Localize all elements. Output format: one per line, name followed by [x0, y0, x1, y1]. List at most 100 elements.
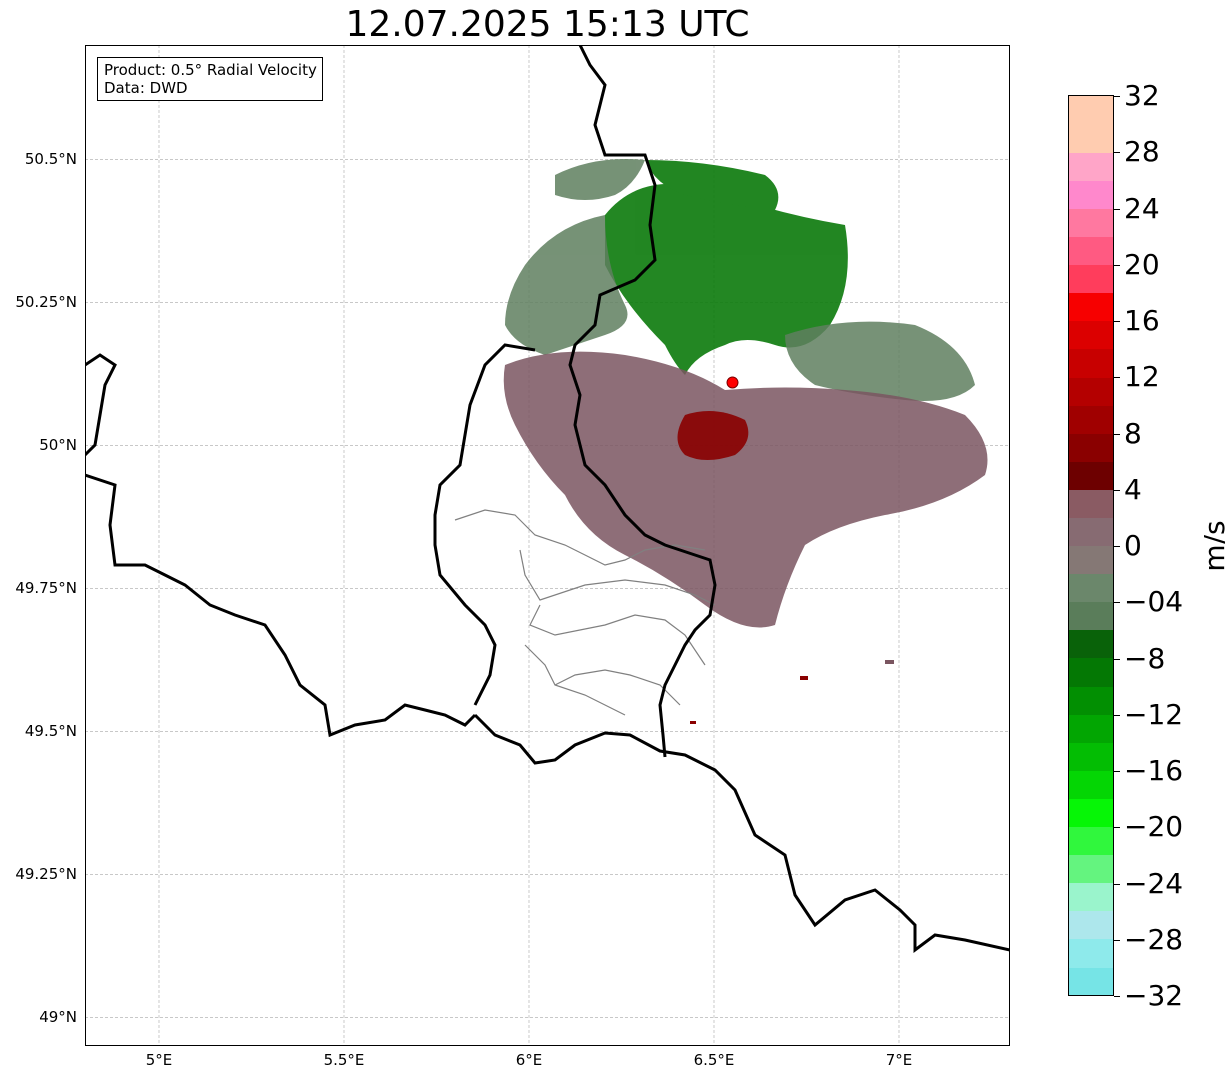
- info-box: Product: 0.5° Radial Velocity Data: DWD: [97, 57, 323, 101]
- colorbar-tick-label: −04: [1124, 585, 1184, 619]
- colorbar-tick-label: −24: [1124, 866, 1184, 900]
- colorbar-tick-mark: [1114, 658, 1120, 660]
- lat-tick-label: 49.75°N: [15, 579, 77, 598]
- lon-tick-label: 7°E: [885, 1051, 913, 1069]
- colorbar-segment: [1069, 264, 1113, 294]
- country-border-west: [85, 473, 477, 738]
- colorbar-segment: [1069, 208, 1113, 238]
- radar-map-canvas: [85, 45, 1010, 1046]
- colorbar-tick-label: 8: [1124, 416, 1142, 450]
- boundaries: [85, 45, 1010, 953]
- echo-speckles: [690, 660, 894, 724]
- colorbar-segment: [1069, 910, 1113, 940]
- echo-inbound-core: [605, 160, 848, 375]
- echo-outbound-core: [677, 411, 749, 460]
- colorbar-tick-mark: [1114, 264, 1120, 266]
- colorbar-tick-mark: [1114, 714, 1120, 716]
- colorbar-tick-mark: [1114, 208, 1120, 210]
- colorbar-tick-label: 28: [1124, 135, 1160, 169]
- colorbar-tick-label: −32: [1124, 979, 1184, 1012]
- colorbar-tick-mark: [1114, 996, 1120, 997]
- colorbar-segment: [1069, 405, 1113, 434]
- country-border-luxembourg: [433, 343, 536, 706]
- colorbar-tick-mark: [1114, 546, 1120, 547]
- radar-site-marker: [726, 376, 739, 389]
- colorbar-tick-mark: [1114, 489, 1120, 491]
- colorbar-segment: [1069, 770, 1113, 799]
- colorbar-segment: [1069, 124, 1113, 153]
- colorbar-segment: [1069, 854, 1113, 884]
- colorbar-segment: [1069, 376, 1113, 406]
- colorbar-segment: [1069, 320, 1113, 350]
- data-source-label: Data: DWD: [104, 79, 188, 97]
- radar-echoes: [503, 159, 988, 724]
- colorbar-tick-mark: [1114, 602, 1120, 604]
- colorbar-tick-mark: [1114, 771, 1120, 772]
- colorbar-tick-mark: [1114, 433, 1120, 435]
- colorbar-tick-label: −12: [1124, 697, 1184, 731]
- colorbar-tick-mark: [1114, 827, 1120, 829]
- colorbar-tick-label: −28: [1124, 922, 1184, 956]
- colorbar-tick-mark: [1114, 96, 1120, 97]
- colorbar-segment: [1069, 517, 1113, 547]
- colorbar-segment: [1069, 461, 1113, 490]
- colorbar-tick-label: 16: [1124, 304, 1160, 337]
- colorbar-tick-label: 24: [1124, 191, 1160, 225]
- colorbar: [1068, 95, 1114, 996]
- country-border-south: [473, 713, 1010, 953]
- country-border-east: [568, 45, 717, 758]
- colorbar-tick-mark: [1114, 321, 1120, 322]
- colorbar-segment: [1069, 826, 1113, 856]
- radar-map: [85, 45, 1010, 1046]
- colorbar-tick-label: 12: [1124, 360, 1160, 394]
- lat-tick-label: 50°N: [39, 436, 77, 455]
- lon-tick-label: 6.5°E: [693, 1051, 735, 1069]
- country-border-northwest: [85, 353, 117, 457]
- lat-tick-label: 50.25°N: [15, 293, 77, 312]
- colorbar-tick-label: 4: [1124, 472, 1142, 506]
- colorbar-segment: [1069, 798, 1113, 828]
- colorbar-tick-mark: [1114, 377, 1120, 379]
- colorbar-segment: [1069, 966, 1113, 995]
- lat-tick-label: 50.5°N: [24, 150, 77, 169]
- colorbar-segment: [1069, 938, 1113, 968]
- lon-tick-label: 5°E: [145, 1051, 173, 1069]
- lat-tick-label: 49.25°N: [15, 865, 77, 884]
- colorbar-segment: [1069, 152, 1113, 181]
- colorbar-segment: [1069, 882, 1113, 912]
- colorbar-segment: [1069, 629, 1113, 659]
- colorbar-tick-label: −16: [1124, 754, 1184, 787]
- colorbar-segment: [1069, 573, 1113, 603]
- colorbar-tick-mark: [1114, 883, 1120, 885]
- subdivision-boundaries: [454, 509, 716, 716]
- colorbar-segment: [1069, 433, 1113, 462]
- colorbar-tick-mark: [1114, 939, 1120, 941]
- colorbar-segment: [1069, 489, 1113, 518]
- gridlines: [85, 45, 1010, 1046]
- colorbar-segment: [1069, 236, 1113, 266]
- colorbar-segment: [1069, 714, 1113, 743]
- colorbar-unit: m/s: [1198, 520, 1225, 572]
- colorbar-tick-label: −8: [1124, 641, 1166, 675]
- colorbar-tick-label: 0: [1124, 529, 1142, 562]
- lat-tick-label: 49.5°N: [24, 722, 77, 741]
- colorbar-segment: [1069, 685, 1113, 715]
- colorbar-segment: [1069, 545, 1113, 575]
- colorbar-segment: [1069, 742, 1113, 771]
- colorbar-segment: [1069, 292, 1113, 322]
- colorbar-segment: [1069, 601, 1113, 631]
- lon-tick-label: 6°E: [515, 1051, 543, 1069]
- colorbar-tick-label: −20: [1124, 810, 1184, 844]
- colorbar-tick-mark: [1114, 152, 1120, 154]
- colorbar-segment: [1069, 657, 1113, 687]
- colorbar-segment: [1069, 180, 1113, 209]
- echo-outbound: [503, 351, 988, 628]
- colorbar-tick-label: 20: [1124, 247, 1160, 281]
- lon-tick-label: 5.5°E: [323, 1051, 365, 1069]
- colorbar-segment: [1069, 96, 1113, 125]
- colorbar-segment: [1069, 348, 1113, 378]
- colorbar-tick-label: 32: [1124, 79, 1160, 112]
- lat-tick-label: 49°N: [39, 1008, 77, 1027]
- product-label: Product: 0.5° Radial Velocity: [104, 61, 317, 79]
- map-title: 12.07.2025 15:13 UTC: [345, 4, 750, 45]
